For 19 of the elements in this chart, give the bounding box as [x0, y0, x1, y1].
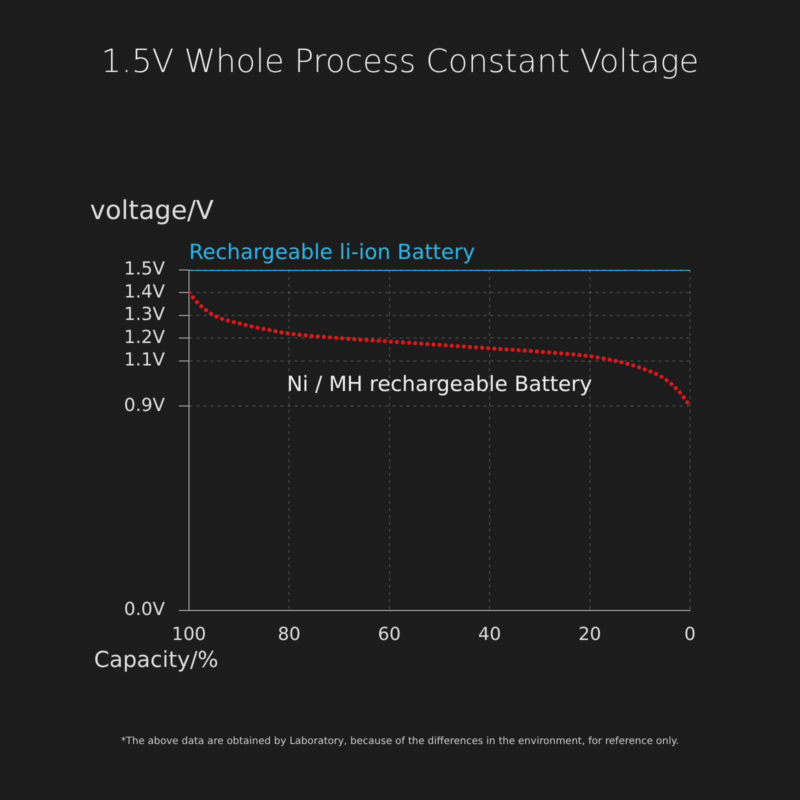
- x-tick-label: 0: [684, 624, 696, 645]
- y-tick-label: 1.2V: [124, 326, 166, 348]
- text: *The above data are obtained by Laboratory, because of the differences in the environment, for reference only.: [120, 736, 680, 747]
- y-tick-label: 1.5V: [124, 258, 166, 280]
- series-label: Ni / MH rechargeable Battery: [286, 372, 592, 396]
- series-label: Rechargeable li-ion Battery: [188, 240, 476, 264]
- x-tick-label: 80: [278, 624, 301, 645]
- y-tick-label: 1.1V: [124, 349, 166, 370]
- x-tick-label: 20: [578, 624, 602, 645]
- y-axis-title: voltage/V: [90, 196, 214, 226]
- y-tick-label: 0.0V: [124, 599, 166, 620]
- x-tick-label: 60: [378, 624, 401, 645]
- x-tick-label: 100: [172, 624, 206, 645]
- y-tick-label: 0.9V: [124, 394, 166, 416]
- y-tick-label: 1.4V: [124, 281, 166, 302]
- y-tick-label: 1.3V: [124, 304, 166, 326]
- chart-title: 1.5V Whole Process Constant Voltage: [100, 42, 700, 80]
- x-axis-title: Capacity/%: [94, 648, 218, 673]
- x-tick-label: 40: [478, 624, 502, 645]
